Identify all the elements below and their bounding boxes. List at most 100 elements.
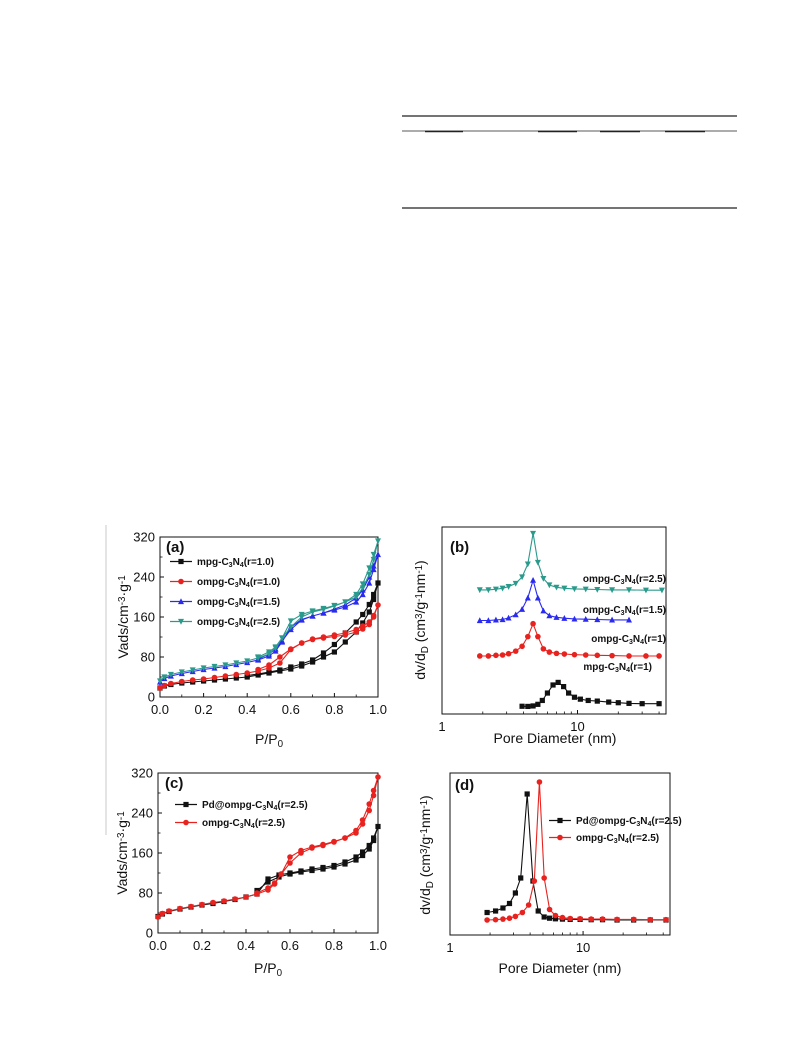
y-tick-label: 240 bbox=[131, 806, 153, 821]
data-point bbox=[512, 611, 519, 618]
y-tick-label: 0 bbox=[146, 926, 153, 941]
x-tick-label: 1 bbox=[438, 719, 445, 734]
x-axis-label: P/P0 bbox=[255, 731, 284, 750]
data-point bbox=[476, 653, 483, 659]
data-point bbox=[371, 837, 377, 844]
data-point bbox=[512, 580, 519, 587]
data-point bbox=[366, 619, 373, 625]
x-tick-label: 1 bbox=[446, 940, 453, 955]
data-point bbox=[277, 660, 283, 666]
x-tick-label: 0.0 bbox=[149, 938, 167, 953]
data-point bbox=[188, 903, 194, 910]
data-point bbox=[505, 584, 512, 590]
data-point bbox=[233, 675, 239, 681]
data-point bbox=[630, 916, 637, 923]
series-label: ompg-C3N4(r=1.5) bbox=[583, 605, 666, 617]
data-point bbox=[499, 652, 506, 658]
data-point bbox=[534, 594, 541, 601]
data-point bbox=[366, 601, 372, 608]
data-point bbox=[485, 653, 492, 659]
data-point bbox=[525, 703, 531, 710]
data-point bbox=[309, 609, 316, 616]
data-point bbox=[663, 916, 669, 923]
data-point bbox=[518, 875, 524, 881]
legend-marker bbox=[183, 801, 189, 808]
data-point bbox=[614, 916, 620, 923]
data-point bbox=[552, 916, 559, 922]
data-point bbox=[375, 823, 381, 830]
data-point bbox=[199, 901, 205, 908]
data-point bbox=[370, 566, 377, 573]
data-point bbox=[371, 591, 377, 598]
data-point bbox=[561, 651, 568, 657]
data-point bbox=[639, 701, 645, 707]
data-point bbox=[265, 879, 271, 885]
data-point bbox=[298, 850, 304, 856]
data-point bbox=[647, 916, 654, 923]
y-axis-label: Vads/cm-3·g-1 bbox=[114, 811, 130, 894]
data-point bbox=[571, 694, 578, 700]
x-tick-label: 0.0 bbox=[151, 702, 169, 717]
data-point bbox=[366, 807, 373, 814]
data-point bbox=[492, 616, 499, 623]
y-tick-label: 240 bbox=[133, 570, 155, 585]
data-point bbox=[485, 587, 492, 594]
data-point bbox=[500, 916, 506, 922]
data-point bbox=[359, 623, 366, 629]
x-axis-label: Pore Diameter (nm) bbox=[499, 960, 622, 976]
x-tick-label: 0.8 bbox=[325, 938, 343, 953]
data-point bbox=[535, 633, 541, 640]
data-point bbox=[594, 586, 601, 593]
data-point bbox=[366, 846, 372, 852]
data-point bbox=[571, 651, 578, 658]
data-point bbox=[200, 676, 207, 682]
series-label: mpg-C3N4(r=1) bbox=[583, 662, 652, 674]
y-tick-label: 160 bbox=[131, 846, 153, 861]
data-point bbox=[271, 880, 278, 886]
data-point bbox=[360, 620, 366, 626]
data-point bbox=[567, 915, 573, 922]
x-tick-label: 0.6 bbox=[281, 938, 299, 953]
data-point bbox=[609, 587, 616, 594]
data-point bbox=[534, 559, 541, 566]
data-point bbox=[353, 854, 359, 860]
data-point bbox=[606, 699, 612, 705]
data-point bbox=[320, 650, 327, 656]
data-point bbox=[492, 916, 499, 923]
data-point bbox=[643, 653, 649, 659]
legend-marker bbox=[178, 558, 184, 565]
data-point bbox=[642, 587, 649, 594]
data-point bbox=[519, 574, 526, 581]
data-point bbox=[298, 869, 304, 875]
data-point bbox=[331, 641, 337, 648]
series-black bbox=[519, 679, 662, 710]
data-point bbox=[320, 606, 327, 613]
data-point bbox=[288, 664, 294, 670]
y-tick-label: 80 bbox=[139, 886, 153, 901]
legend-entry: Pd@ompg-C3N4(r=2.5) bbox=[202, 800, 308, 812]
chart-panel-a: 0.0 0.2 0.4 0.6 0.8 1.0 0 80 160 240 320 P/P0 Vads/c… bbox=[115, 530, 387, 750]
data-point bbox=[222, 662, 229, 669]
legend-marker bbox=[557, 834, 563, 841]
chart-panel-d: 1 10 Pore Diameter (nm) dv/dD (cm3/g-1nm-1)… bbox=[417, 772, 682, 976]
y-axis-label: Vads/cm-3·g-1 bbox=[115, 575, 131, 658]
legend-entry: ompg-C3N4(r=1.5) bbox=[197, 597, 280, 609]
data-point bbox=[360, 852, 366, 859]
x-tick-label: 0.4 bbox=[238, 702, 256, 717]
data-point bbox=[287, 860, 293, 866]
table-rules bbox=[402, 115, 737, 209]
legend-entry: Pd@ompg-C3N4(r=2.5) bbox=[576, 816, 682, 828]
data-point bbox=[370, 556, 377, 563]
series-red bbox=[484, 779, 669, 923]
data-point bbox=[530, 620, 536, 627]
data-point bbox=[233, 671, 240, 678]
data-point bbox=[366, 579, 373, 586]
data-point bbox=[550, 682, 556, 688]
data-point bbox=[331, 864, 337, 870]
x-axis-label: P/P0 bbox=[254, 960, 283, 979]
data-point bbox=[309, 845, 315, 851]
y-tick-label: 0 bbox=[148, 690, 155, 705]
data-point bbox=[353, 619, 359, 625]
